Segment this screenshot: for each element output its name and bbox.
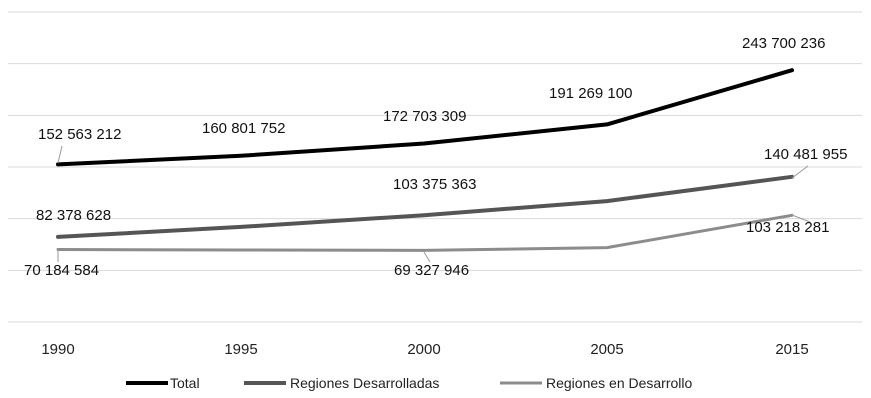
x-tick-label: 1995 <box>224 341 257 358</box>
legend-label: Total <box>170 375 200 391</box>
series-line-1 <box>56 68 794 167</box>
data-label-leader <box>423 251 431 263</box>
data-label: 160 801 752 <box>202 120 285 137</box>
data-label: 70 184 584 <box>24 262 99 279</box>
gridlines <box>8 11 862 323</box>
legend: Total Regiones Desarrolladas Regiones en D… <box>126 375 693 391</box>
x-axis-tick-labels: 1990 1995 2000 2005 2015 <box>41 341 808 358</box>
x-tick-label: 2000 <box>407 341 440 358</box>
data-label-leader <box>791 214 811 223</box>
x-tick-label: 1990 <box>41 341 74 358</box>
data-labels: 152 563 212 160 801 752 172 703 309 191 269… <box>24 35 847 279</box>
data-label: 69 327 946 <box>394 262 469 279</box>
data-label-leader <box>791 165 809 179</box>
legend-label: Regiones en Desarrollo <box>546 375 693 391</box>
legend-item: Regiones Desarrolladas <box>244 375 439 391</box>
data-label: 172 703 309 <box>383 108 466 125</box>
x-tick-label: 2015 <box>775 341 808 358</box>
data-label: 191 269 100 <box>549 85 632 102</box>
legend-item: Regiones en Desarrollo <box>500 375 693 391</box>
data-label: 243 700 236 <box>742 35 825 52</box>
series-lines <box>56 68 794 252</box>
data-label: 152 563 212 <box>38 126 121 143</box>
data-label: 103 375 363 <box>393 176 476 193</box>
series-line-2 <box>56 174 794 239</box>
data-label: 82 378 628 <box>36 207 111 224</box>
x-tick-label: 2005 <box>590 341 623 358</box>
data-label: 140 481 955 <box>764 146 847 163</box>
data-label-leader <box>57 145 63 164</box>
series-line-3 <box>56 213 794 252</box>
legend-label: Regiones Desarrolladas <box>290 375 439 391</box>
legend-item: Total <box>126 375 200 391</box>
data-label: 103 218 281 <box>746 219 829 236</box>
